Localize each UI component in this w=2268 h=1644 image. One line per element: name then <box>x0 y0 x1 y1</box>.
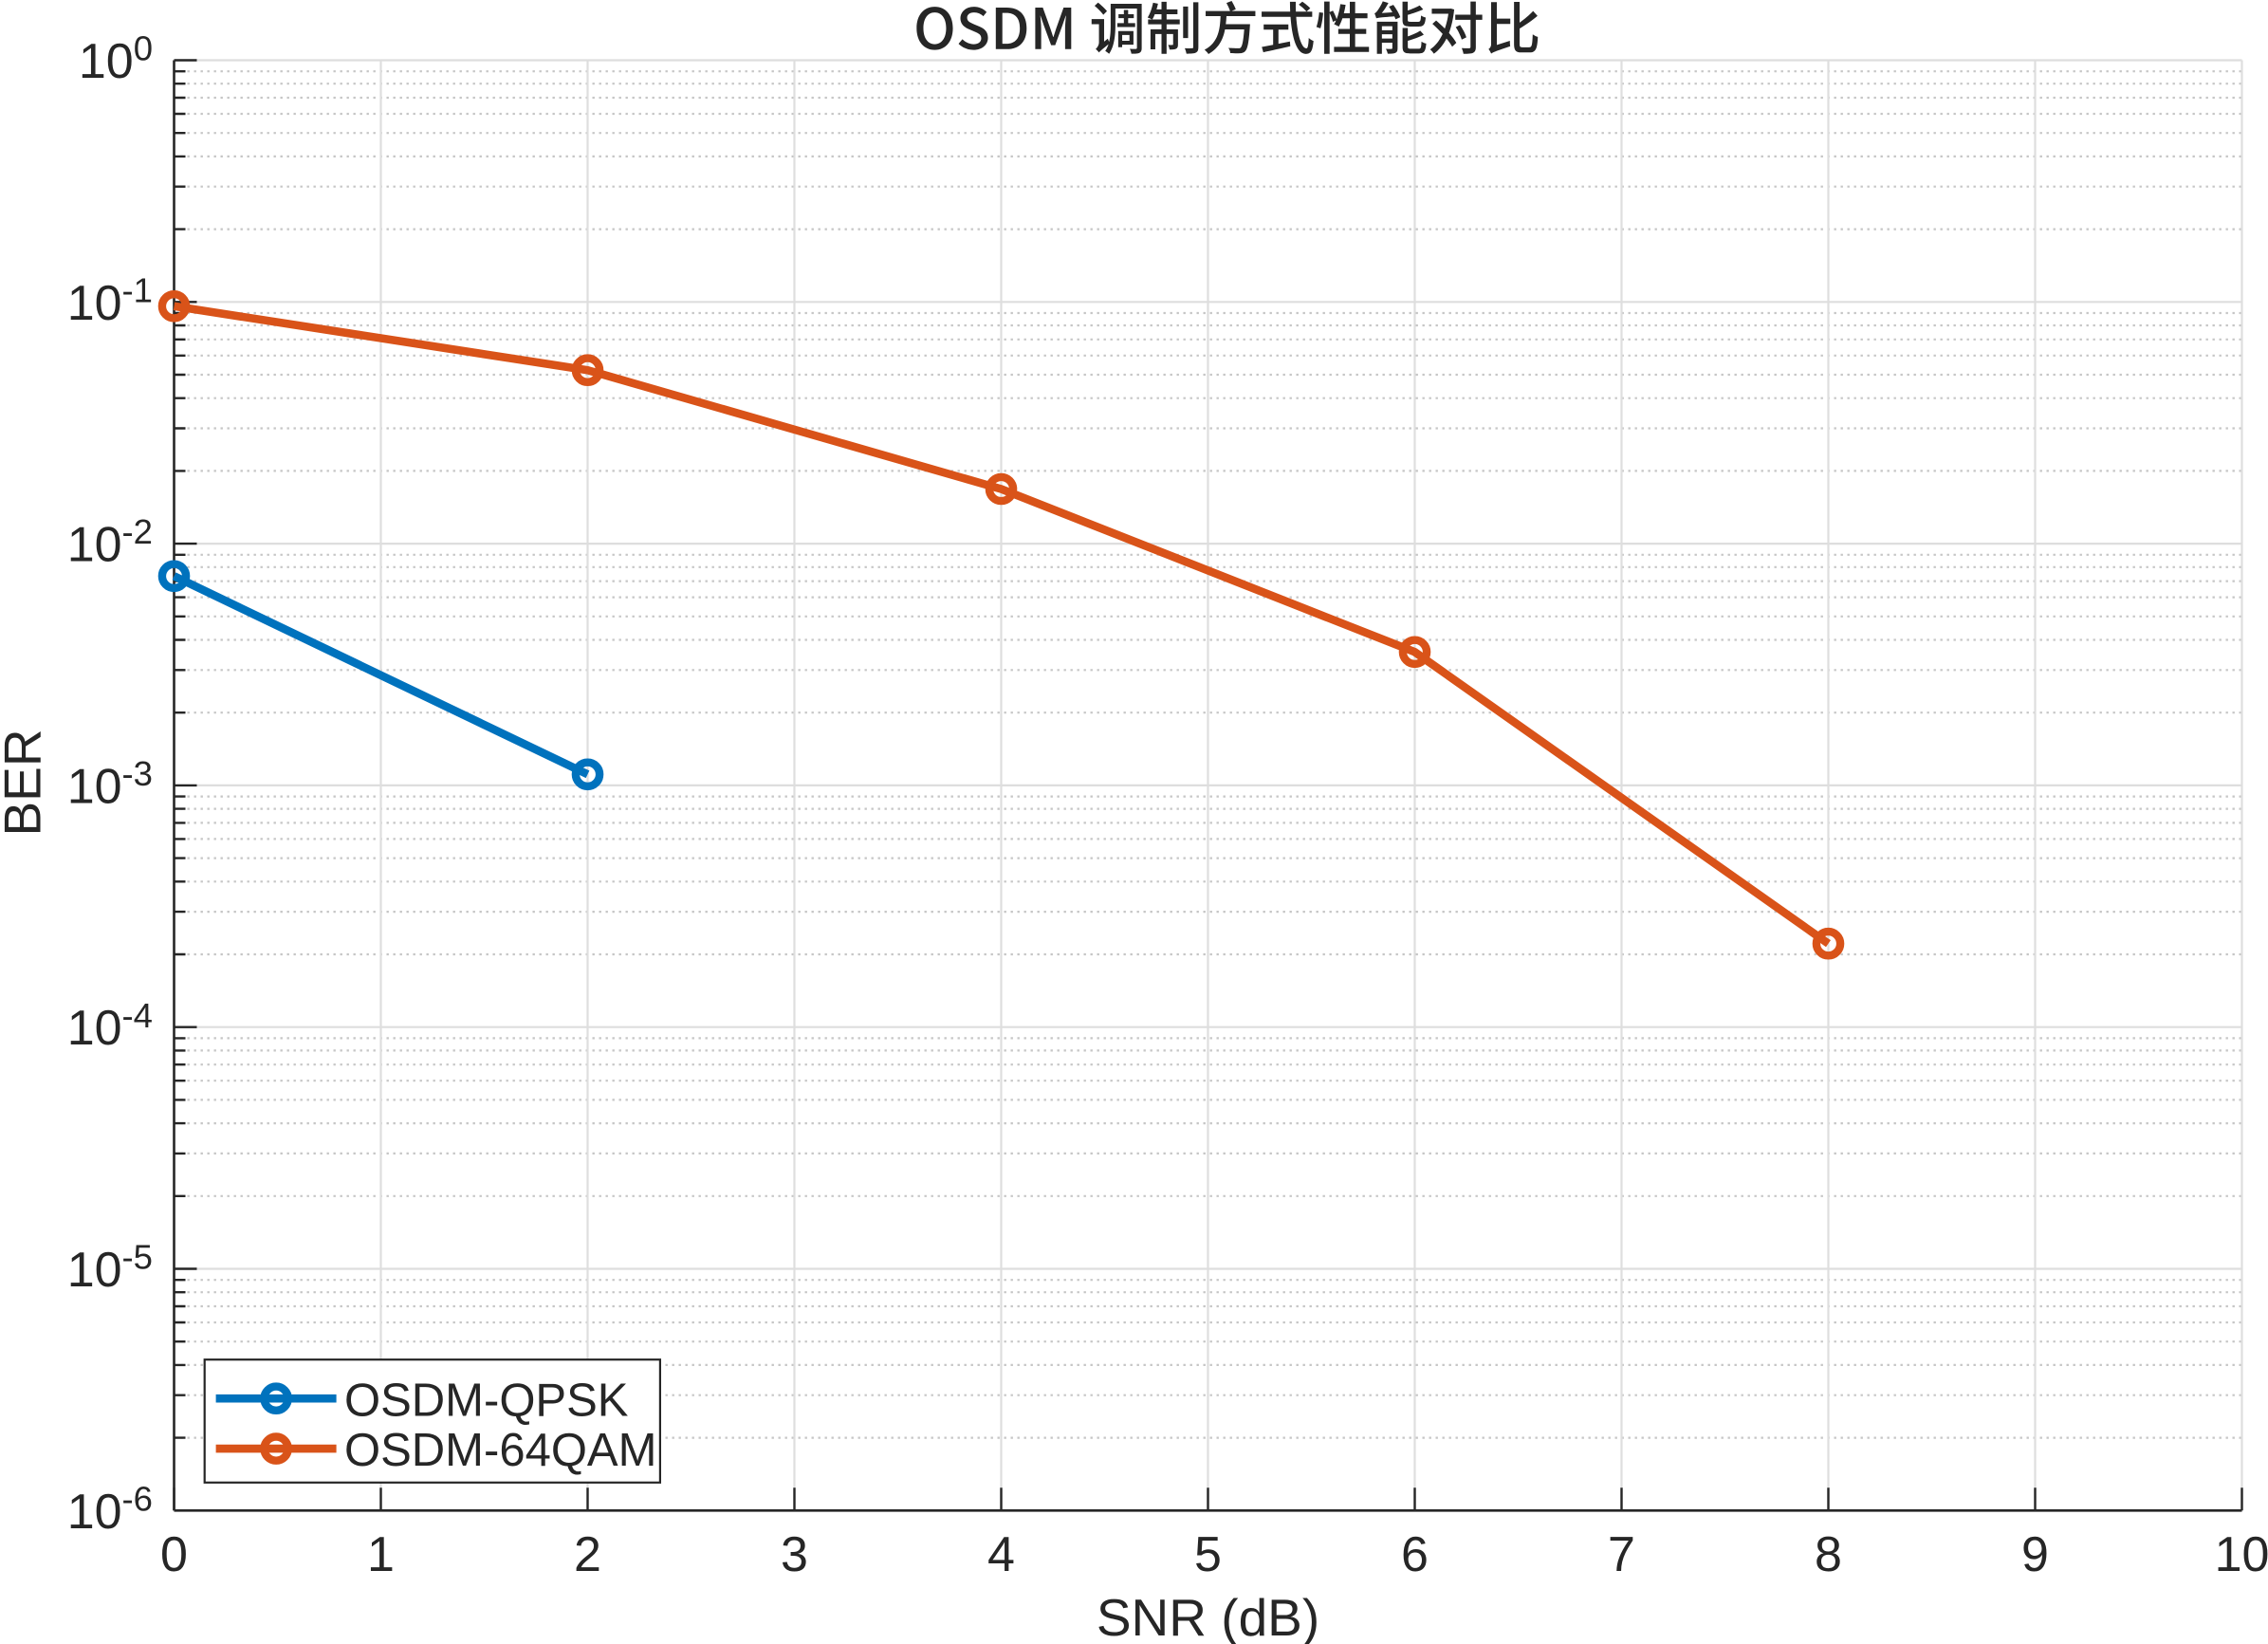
svg-text:SNR (dB): SNR (dB) <box>1097 1588 1319 1644</box>
svg-text:10-6: 10-6 <box>67 1479 153 1539</box>
svg-text:10-2: 10-2 <box>67 512 153 572</box>
svg-text:100: 100 <box>79 29 153 89</box>
svg-text:6: 6 <box>1401 1527 1429 1582</box>
svg-text:3: 3 <box>781 1527 808 1582</box>
svg-text:BER: BER <box>0 729 52 836</box>
svg-text:OSDM-64QAM: OSDM-64QAM <box>344 1425 656 1476</box>
svg-text:9: 9 <box>2021 1527 2049 1582</box>
svg-text:7: 7 <box>1608 1527 1635 1582</box>
svg-text:10-3: 10-3 <box>67 754 153 814</box>
svg-text:8: 8 <box>1815 1527 1842 1582</box>
svg-text:5: 5 <box>1194 1527 1222 1582</box>
svg-text:10-1: 10-1 <box>67 270 153 330</box>
svg-text:OSDM-QPSK: OSDM-QPSK <box>344 1375 629 1426</box>
svg-text:0: 0 <box>160 1527 188 1582</box>
svg-text:10: 10 <box>2215 1527 2268 1582</box>
svg-text:4: 4 <box>987 1527 1015 1582</box>
svg-text:1: 1 <box>367 1527 395 1582</box>
svg-text:2: 2 <box>574 1527 601 1582</box>
